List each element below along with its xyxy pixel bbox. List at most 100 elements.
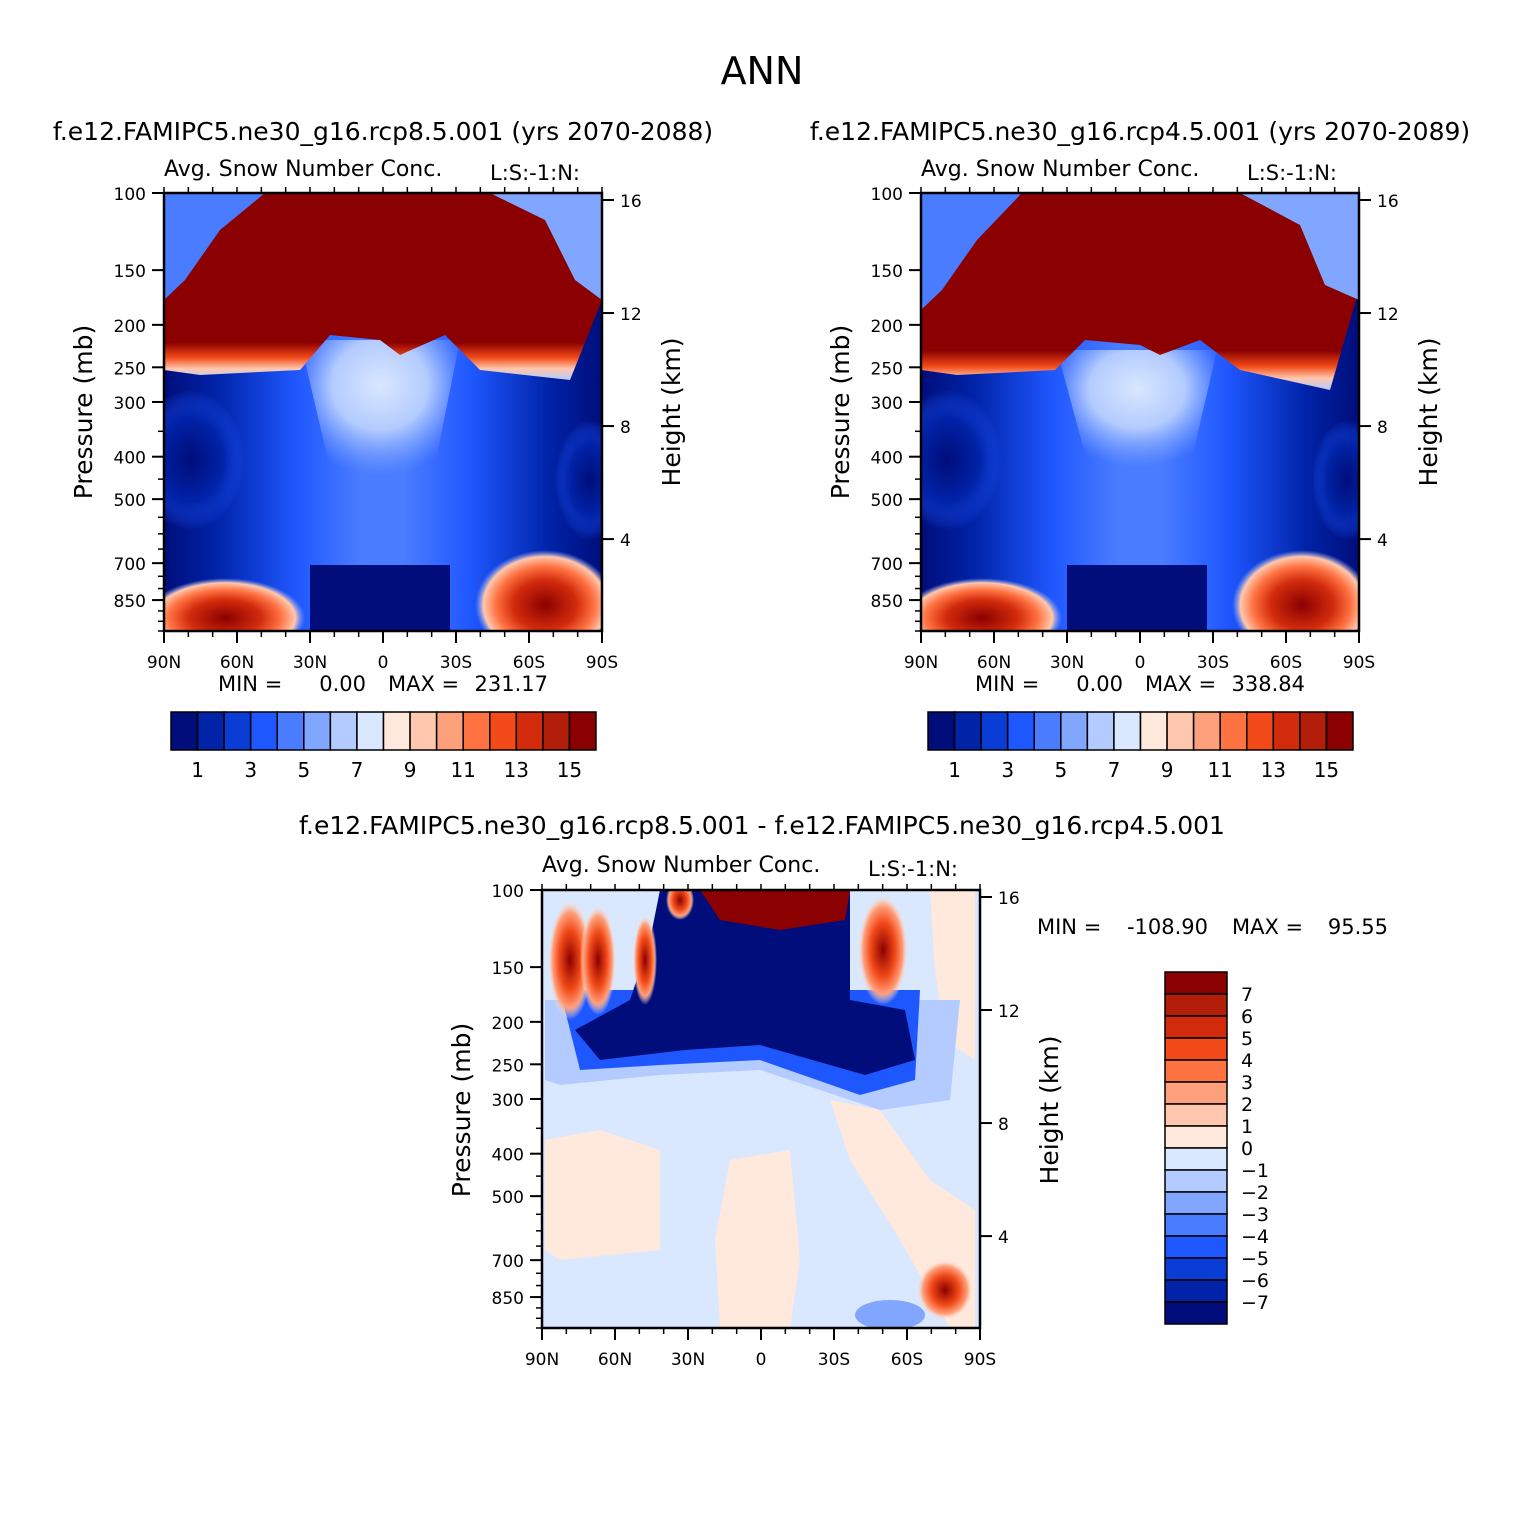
colorbar-label: 5 — [1054, 758, 1067, 782]
colorbar-label: 15 — [1314, 758, 1339, 782]
colorbar-swatch — [382, 711, 411, 751]
colorbar-label: −4 — [1241, 1226, 1269, 1248]
units-label: L:S:-1:N: — [490, 161, 580, 185]
y-tick-label: 400 — [871, 449, 903, 469]
colorbar-swatch — [1325, 711, 1354, 751]
colorbar-swatch — [1164, 1081, 1228, 1105]
y-tick-label: 100 — [492, 882, 524, 902]
units-label: L:S:-1:N: — [868, 857, 958, 881]
colorbar-swatch — [1086, 711, 1115, 751]
x-tick-label: 30N — [1050, 653, 1084, 673]
colorbar-swatch — [1166, 711, 1195, 751]
colorbar-swatch — [435, 711, 464, 751]
colorbar-swatch — [249, 711, 278, 751]
colorbar-label: −5 — [1241, 1248, 1269, 1270]
y-tick-label: 200 — [871, 317, 903, 337]
colorbar-swatch — [1164, 1213, 1228, 1237]
x-tick-label: 60S — [1270, 653, 1302, 673]
colorbar-swatch — [223, 711, 252, 751]
colorbar-label: −3 — [1241, 1204, 1269, 1226]
colorbar-swatch — [1164, 1169, 1228, 1193]
y-right-tick-label: 4 — [998, 1228, 1009, 1248]
colorbar-label: 9 — [1161, 758, 1174, 782]
colorbar-label: −2 — [1241, 1182, 1269, 1204]
colorbar-label: 15 — [557, 758, 582, 782]
max-label: MAX = — [1232, 915, 1303, 939]
colorbar-swatch — [1164, 1257, 1228, 1281]
colorbar-label: 11 — [1207, 758, 1232, 782]
colorbar-swatch — [1272, 711, 1301, 751]
y-tick-label: 400 — [492, 1146, 524, 1166]
x-tick-label: 60N — [977, 653, 1011, 673]
max-value: 95.55 — [1328, 915, 1388, 939]
max-value: 231.17 — [475, 672, 548, 696]
panel-title: f.e12.FAMIPC5.ne30_g16.rcp8.5.001 (yrs 2… — [53, 117, 713, 146]
colorbar-swatch — [489, 711, 518, 751]
panel-rcp85: f.e12.FAMIPC5.ne30_g16.rcp8.5.001 (yrs 2… — [53, 117, 713, 782]
colorbar-label: 1 — [191, 758, 204, 782]
y-tick-label: 500 — [114, 491, 146, 511]
colorbar-swatch — [1164, 1015, 1228, 1039]
x-tick-label: 0 — [1135, 653, 1146, 673]
colorbar-swatch — [1113, 711, 1142, 751]
panel-title: f.e12.FAMIPC5.ne30_g16.rcp8.5.001 - f.e1… — [299, 811, 1225, 840]
y-tick-label: 250 — [871, 359, 903, 379]
colorbar-label: 3 — [1241, 1072, 1253, 1094]
y-axis-label: Pressure (mb) — [447, 1023, 476, 1197]
colorbar-label: 6 — [1241, 1006, 1253, 1028]
panel-subtitle: Avg. Snow Number Conc. — [921, 157, 1199, 182]
colorbar-label: 1 — [948, 758, 961, 782]
colorbar-swatch — [927, 711, 956, 751]
colorbar-swatch — [1164, 1301, 1228, 1325]
y-tick-label: 150 — [492, 959, 524, 979]
colorbar-label: 2 — [1241, 1094, 1253, 1116]
y-tick-label: 700 — [492, 1252, 524, 1272]
colorbar-swatch — [980, 711, 1009, 751]
x-tick-label: 0 — [378, 653, 389, 673]
colorbar-label: 9 — [404, 758, 417, 782]
colorbar-swatch — [1219, 711, 1248, 751]
colorbar-swatch — [1164, 1125, 1228, 1149]
colorbar-swatch — [329, 711, 358, 751]
x-tick-label: 60N — [220, 653, 254, 673]
y-tick-label: 700 — [871, 555, 903, 575]
y-tick-label: 500 — [871, 491, 903, 511]
y-right-tick-label: 12 — [620, 305, 642, 325]
y-right-tick-label: 16 — [1377, 192, 1399, 212]
max-label: MAX = — [388, 672, 459, 696]
colorbar-swatch — [1033, 711, 1062, 751]
x-tick-label: 60S — [513, 653, 545, 673]
y-tick-label: 300 — [114, 394, 146, 414]
y-tick-label: 150 — [871, 262, 903, 282]
y-tick-label: 150 — [114, 262, 146, 282]
colorbar-label: 11 — [450, 758, 475, 782]
x-tick-label: 90N — [904, 653, 938, 673]
y-tick-label: 300 — [871, 394, 903, 414]
min-label: MIN = — [218, 672, 282, 696]
colorbar-swatch — [1006, 711, 1035, 751]
colorbar-swatch — [515, 711, 544, 751]
y-tick-label: 700 — [114, 555, 146, 575]
colorbar-swatch — [542, 711, 571, 751]
x-tick-label: 90S — [964, 1350, 996, 1370]
x-tick-label: 90S — [1343, 653, 1375, 673]
colorbar-swatch — [170, 711, 199, 751]
colorbar-swatch — [1164, 1103, 1228, 1127]
colorbar-label: 13 — [504, 758, 529, 782]
colorbar-swatch — [1164, 1059, 1228, 1083]
contour-field — [921, 193, 1359, 631]
y-axis-label-right: Height (km) — [657, 338, 686, 487]
panel-difference: f.e12.FAMIPC5.ne30_g16.rcp8.5.001 - f.e1… — [299, 811, 1388, 1370]
x-tick-label: 30N — [293, 653, 327, 673]
y-right-tick-label: 8 — [1377, 418, 1388, 438]
y-tick-label: 500 — [492, 1188, 524, 1208]
colorbar-swatch — [1164, 1147, 1228, 1171]
colorbar-swatch — [1246, 711, 1275, 751]
max-label: MAX = — [1145, 672, 1216, 696]
colorbar-label: 4 — [1241, 1050, 1253, 1072]
colorbar-label: 5 — [1241, 1028, 1253, 1050]
y-axis-label-right: Height (km) — [1035, 1036, 1064, 1185]
colorbar-swatch — [1164, 1279, 1228, 1303]
contour-field — [164, 193, 602, 631]
